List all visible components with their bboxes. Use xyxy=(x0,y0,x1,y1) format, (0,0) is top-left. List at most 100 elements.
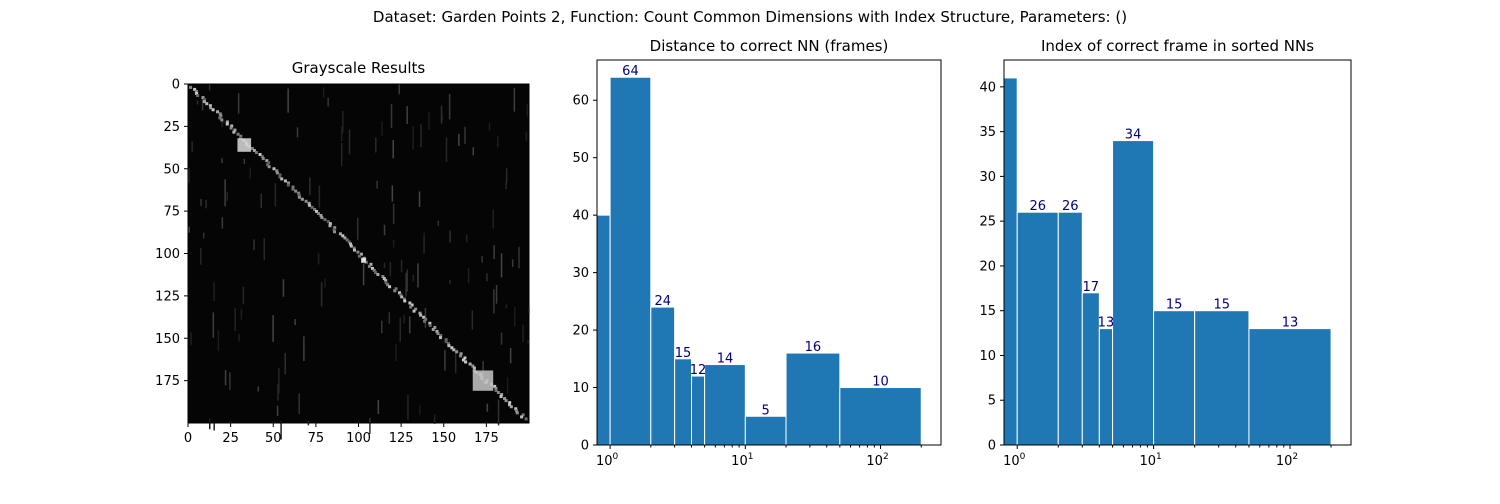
heatmap-diagonal-cell xyxy=(323,218,327,222)
heatmap-noise-cell xyxy=(191,141,193,153)
heatmap-bright-block xyxy=(472,370,494,391)
heatmap-diagonal-cell xyxy=(374,270,378,274)
heatmap-noise-cell xyxy=(388,312,391,324)
heatmap-diagonal-cell xyxy=(239,134,243,138)
heatmap-diagonal-cell xyxy=(315,209,319,213)
heatmap-diagonal-cell xyxy=(423,319,427,323)
heatmap-diagonal-cell xyxy=(229,126,233,130)
heatmap-noise-cell xyxy=(320,282,323,307)
heatmap-noise-cell xyxy=(205,199,207,209)
heatmap-diagonal-cell xyxy=(500,393,504,397)
heatmap-diagonal-cell xyxy=(461,358,465,362)
heatmap-diagonal-cell xyxy=(422,315,426,319)
heatmap-noise-cell xyxy=(449,230,451,243)
heatmap-diagonal-cell xyxy=(418,311,422,315)
histogram-y-tick-label: 35 xyxy=(979,125,996,140)
heatmap-diagonal-cell xyxy=(203,98,207,102)
heatmap-diagonal-cell xyxy=(267,161,271,165)
histogram-bar xyxy=(1057,211,1083,445)
histogram-y-tick-label: 30 xyxy=(572,266,589,281)
heatmap-noise-cell xyxy=(390,103,393,129)
heatmap-noise-cell xyxy=(369,418,371,434)
heatmap-noise-cell xyxy=(500,332,503,345)
histogram-panel-1: Distance to correct NN (frames) 64 24 15 12 1… xyxy=(572,37,942,469)
heatmap-noise-cell xyxy=(229,372,231,390)
heatmap-noise-cell xyxy=(505,168,508,184)
histogram-y-tick-label: 20 xyxy=(979,259,996,274)
heatmap-diagonal-cell xyxy=(384,281,388,285)
heatmap-x-tick-label: 150 xyxy=(431,431,456,446)
histogram-bar xyxy=(609,76,652,445)
heatmap-noise-cell xyxy=(208,84,211,91)
heatmap-diagonal-cell xyxy=(261,157,265,161)
heatmap-noise-cell xyxy=(238,334,240,342)
heatmap-diagonal-cell xyxy=(275,169,279,173)
heatmap-diagonal-cell xyxy=(297,191,301,195)
heatmap-panel: Grayscale Results 0 25 50 75 100 125 150 175 0 25 5… xyxy=(155,59,530,446)
heatmap-diagonal-cell xyxy=(514,409,518,413)
heatmap-noise-cell xyxy=(217,330,220,352)
heatmap-noise-cell xyxy=(526,104,529,117)
heatmap-diagonal-cell xyxy=(201,96,205,100)
heatmap-noise-cell xyxy=(340,143,343,167)
heatmap-y-tick-label: 150 xyxy=(155,332,180,347)
heatmap-diagonal-cell xyxy=(504,399,508,403)
histogram-x-tick-label: 100 xyxy=(1003,452,1026,469)
heatmap-diagonal-cell xyxy=(408,301,412,305)
heatmap-diagonal-cell xyxy=(402,297,406,301)
heatmap-diagonal-cell xyxy=(428,321,432,325)
histogram-bar-label: 10 xyxy=(872,375,889,390)
heatmap-noise-cell xyxy=(377,399,380,414)
heatmap-noise-cell xyxy=(405,272,407,297)
histogram-bar-label: 5 xyxy=(762,403,770,418)
heatmap-diagonal-cell xyxy=(218,116,222,120)
heatmap-noise-cell xyxy=(278,368,280,394)
heatmap-noise-cell xyxy=(208,418,211,430)
heatmap-noise-cell xyxy=(294,319,296,326)
histogram-bar xyxy=(839,387,922,445)
heatmap-noise-cell xyxy=(448,93,451,120)
heatmap-noise-cell xyxy=(376,180,378,189)
heatmap-diagonal-cell xyxy=(520,415,524,419)
heatmap-diagonal-cell xyxy=(444,338,448,342)
heatmap-diagonal-cell xyxy=(216,110,220,114)
heatmap-diagonal-cell xyxy=(472,368,476,372)
heatmap-diagonal-cell xyxy=(398,291,402,295)
heatmap-noise-cell xyxy=(513,88,516,112)
heatmap-diagonal-cell xyxy=(297,193,301,197)
heatmap-diagonal-cell xyxy=(272,167,276,171)
heatmap-noise-cell xyxy=(188,167,190,184)
heatmap-diagonal-cell xyxy=(507,403,511,407)
heatmap-noise-cell xyxy=(481,256,483,263)
heatmap-diagonal-cell xyxy=(205,102,209,106)
histogram-bar xyxy=(1112,140,1155,445)
heatmap-bright-block xyxy=(237,138,252,152)
histogram-bar xyxy=(1098,328,1114,445)
heatmap-diagonal-cell xyxy=(307,201,311,205)
heatmap-diagonal-cell xyxy=(494,386,498,390)
heatmap-x-tick-label: 100 xyxy=(346,431,371,446)
heatmap-y-tick-label: 25 xyxy=(163,120,180,135)
heatmap-diagonal-cell xyxy=(352,246,356,250)
heatmap-noise-cell xyxy=(492,209,494,229)
heatmap-y-tick-label: 75 xyxy=(163,205,180,220)
histogram-bar xyxy=(1194,310,1250,445)
heatmap-diagonal-cell xyxy=(400,295,404,299)
histogram-bar-label: 26 xyxy=(1062,199,1079,214)
heatmap-noise-cell xyxy=(221,158,223,164)
heatmap-x-tick-label: 25 xyxy=(222,431,239,446)
heatmap-noise-cell xyxy=(392,203,395,225)
heatmap-texture xyxy=(188,84,530,440)
heatmap-diagonal-cell xyxy=(431,327,435,331)
heatmap-noise-cell xyxy=(506,377,509,394)
heatmap-noise-cell xyxy=(493,245,495,259)
heatmap-noise-cell xyxy=(296,127,299,138)
heatmap-diagonal-cell xyxy=(386,283,390,287)
histogram-bar-label: 15 xyxy=(675,346,692,361)
heatmap-diagonal-cell xyxy=(209,106,213,110)
heatmap-noise-cell xyxy=(200,198,202,206)
heatmap-noise-cell xyxy=(223,120,225,124)
heatmap-noise-cell xyxy=(407,394,409,420)
histogram-y-tick-label: 20 xyxy=(572,324,589,339)
